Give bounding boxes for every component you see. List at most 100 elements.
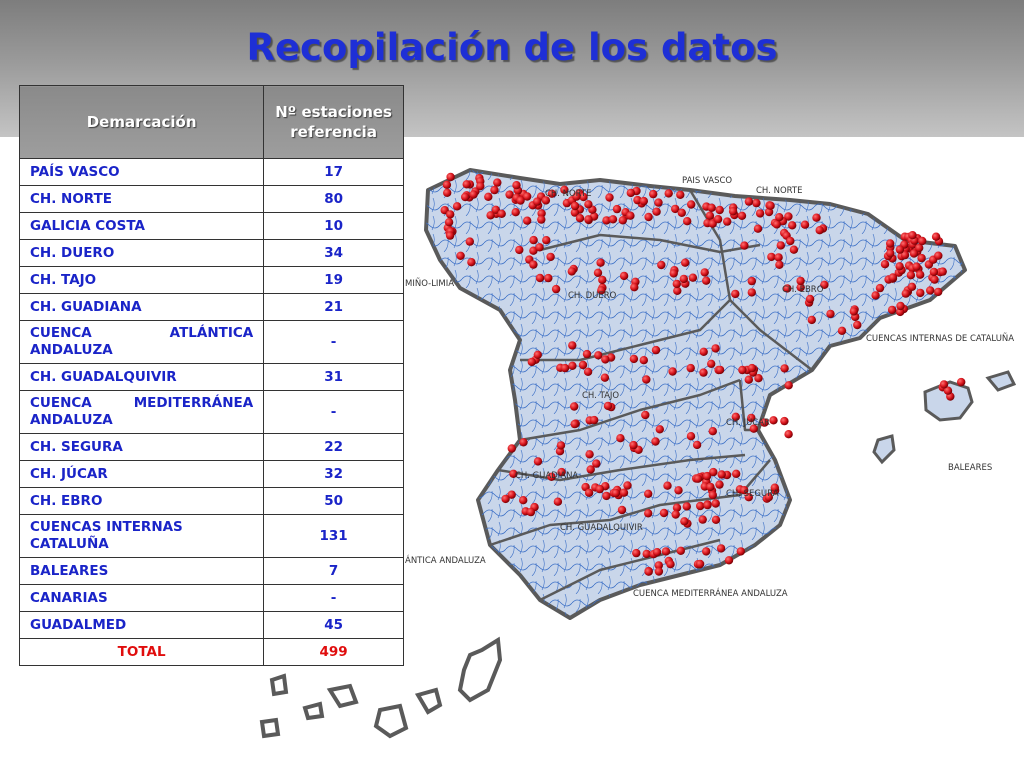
station-dot	[886, 249, 895, 258]
basin-boundaries	[489, 189, 813, 602]
row-name: CH. GUADIANA	[18, 293, 265, 321]
station-dot	[934, 287, 943, 297]
table-row: BALEARES 7	[18, 557, 404, 585]
row-value: -	[263, 390, 404, 434]
station-dot	[579, 192, 588, 202]
row-value: 10	[263, 212, 404, 240]
station-dot	[747, 413, 756, 423]
station-dot	[598, 275, 607, 285]
balearic-islands	[872, 370, 1017, 465]
station-dot	[789, 245, 799, 254]
station-dot	[469, 190, 478, 199]
table-row: CH. GUADIANA 21	[18, 293, 404, 321]
station-dot	[652, 548, 662, 557]
label-ch-duero: CH. DUERO	[568, 291, 617, 301]
station-dot	[715, 480, 724, 489]
station-dot	[584, 488, 594, 497]
station-dot	[584, 200, 593, 209]
station-dot	[644, 567, 653, 576]
row-value: 32	[263, 460, 404, 488]
station-dot	[578, 360, 588, 370]
station-dot	[812, 213, 821, 222]
station-dot	[896, 301, 905, 311]
station-dot	[602, 491, 611, 501]
station-dot	[783, 284, 792, 293]
station-dot	[724, 556, 734, 565]
row-name: CANARIAS	[18, 584, 265, 612]
station-dot	[909, 249, 919, 258]
station-dot	[728, 207, 738, 216]
station-dot	[608, 215, 618, 224]
station-dot	[875, 283, 885, 293]
station-dot	[669, 269, 678, 278]
station-dot	[617, 505, 627, 515]
station-dot	[467, 258, 476, 267]
row-name: CH. TAJO	[18, 266, 265, 294]
station-dot	[896, 307, 905, 317]
label-ch-guadalquivir: CH. GUADALQUIVIR	[560, 523, 643, 533]
station-dot	[570, 419, 579, 429]
station-dot	[568, 361, 577, 370]
station-dot	[484, 192, 493, 201]
station-dot	[507, 444, 516, 453]
station-dot	[618, 216, 627, 225]
station-dot	[805, 294, 815, 304]
station-dot	[908, 231, 917, 240]
station-dot	[582, 349, 592, 359]
station-dot	[644, 212, 653, 222]
station-dot	[699, 368, 708, 377]
station-dot	[594, 351, 603, 360]
station-dot	[744, 375, 753, 384]
station-dot	[786, 236, 795, 246]
station-dot	[626, 211, 635, 220]
station-dot	[557, 467, 566, 477]
station-dot	[553, 497, 563, 506]
station-dot	[651, 345, 661, 355]
station-dot	[585, 450, 594, 459]
station-dot	[652, 207, 661, 216]
station-dot	[641, 410, 650, 420]
station-dot	[906, 271, 916, 280]
station-dot	[907, 282, 917, 291]
station-dot	[930, 275, 939, 284]
canary-islands	[259, 636, 503, 739]
station-dot	[886, 239, 895, 248]
label-atlantica-andaluza: ÁNTICA ANDALUZA	[405, 554, 486, 566]
station-dot	[537, 215, 546, 224]
row-value: 34	[263, 239, 404, 267]
station-dot	[541, 196, 551, 205]
page-title: Recopilación de los datos	[246, 26, 778, 69]
station-dot	[938, 267, 947, 276]
row-value: -	[263, 584, 404, 612]
row-name: CH. DUERO	[18, 239, 265, 267]
station-dot	[696, 501, 705, 511]
station-dot	[586, 465, 595, 474]
station-dot	[523, 216, 532, 225]
station-dot	[664, 189, 673, 198]
station-dot	[931, 232, 941, 241]
station-dot	[509, 469, 518, 478]
table-row: CH. SEGURA 22	[18, 433, 404, 461]
row-name: CH. EBRO	[18, 487, 265, 515]
station-dot	[716, 544, 726, 553]
station-dot	[523, 192, 532, 201]
table-header-row: Demarcación Nº estaciones referencia	[18, 85, 404, 159]
table-row: CH. EBRO 50	[18, 487, 404, 515]
station-dot	[683, 217, 692, 226]
station-dot	[515, 245, 524, 255]
station-dot	[688, 273, 698, 282]
station-dot	[546, 252, 555, 262]
table-row: CH. NORTE 80	[18, 185, 404, 213]
row-name: CH. SEGURA	[18, 433, 265, 461]
station-dot	[717, 470, 726, 479]
station-dot	[915, 243, 924, 253]
station-dot	[693, 474, 703, 483]
label-ch-ebro: CH. EBRO	[782, 285, 824, 295]
station-dot	[516, 196, 525, 205]
station-dot	[754, 374, 763, 383]
station-dot	[600, 373, 610, 382]
station-dot	[476, 182, 485, 191]
station-dot	[752, 198, 761, 208]
station-dot	[619, 488, 629, 497]
station-dot	[772, 220, 781, 229]
